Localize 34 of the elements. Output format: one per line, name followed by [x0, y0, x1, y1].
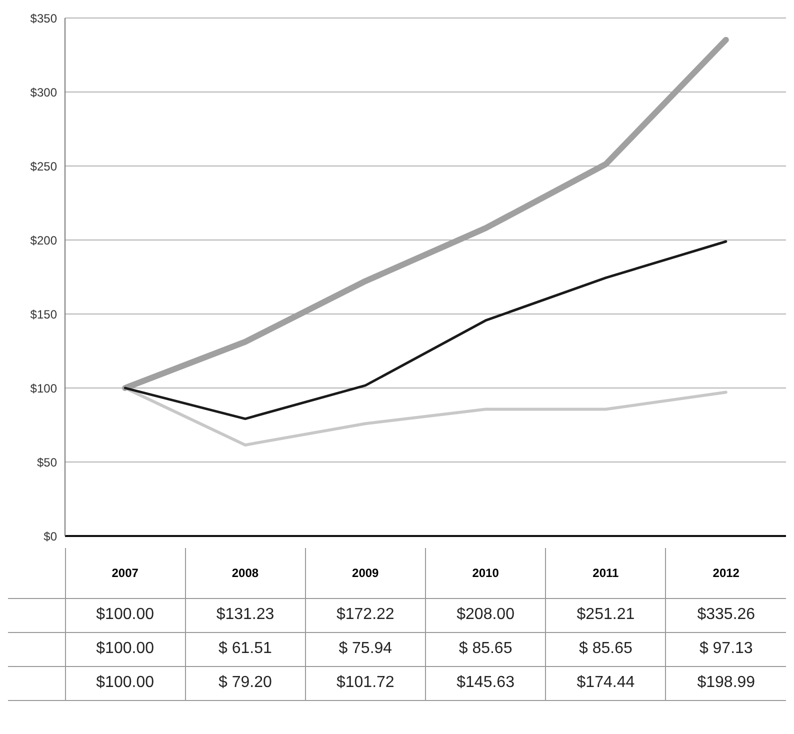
- line-series: [124, 386, 728, 446]
- data-label: $ 75.94: [305, 632, 426, 666]
- data-label: $174.44: [546, 666, 666, 700]
- x-tick-label: 2009: [305, 548, 426, 598]
- x-tick-label: 2012: [666, 548, 786, 598]
- y-tick-label: $50: [36, 455, 58, 470]
- data-label: $100.00: [65, 666, 186, 700]
- data-label: $ 61.51: [185, 632, 306, 666]
- y-tick-label: $300: [30, 85, 58, 100]
- data-label: $251.21: [546, 598, 666, 632]
- data-label: $100.00: [65, 632, 186, 666]
- x-tick-label: 2011: [546, 548, 666, 598]
- data-label: $100.00: [65, 598, 186, 632]
- y-tick-label: $150: [30, 307, 58, 322]
- y-tick-label: $200: [30, 233, 58, 248]
- data-label: $335.26: [666, 598, 786, 632]
- data-label: $208.00: [425, 598, 546, 632]
- y-tick-label: $350: [30, 11, 58, 26]
- data-label: $131.23: [185, 598, 306, 632]
- data-label: $ 85.65: [425, 632, 546, 666]
- data-label: $145.63: [425, 666, 546, 700]
- data-label: $ 97.13: [666, 632, 786, 666]
- data-label: $198.99: [666, 666, 786, 700]
- data-label: $101.72: [305, 666, 426, 700]
- y-tick-label: $100: [30, 381, 58, 396]
- y-tick-label: $0: [44, 529, 58, 544]
- y-tick-label: $250: [30, 159, 58, 174]
- data-label: $ 79.20: [185, 666, 306, 700]
- x-tick-label: 2010: [425, 548, 546, 598]
- data-label: $172.22: [305, 598, 426, 632]
- data-label: $ 85.65: [546, 632, 666, 666]
- x-tick-label: 2007: [65, 548, 186, 598]
- line-series: [124, 240, 728, 420]
- x-tick-label: 2008: [185, 548, 306, 598]
